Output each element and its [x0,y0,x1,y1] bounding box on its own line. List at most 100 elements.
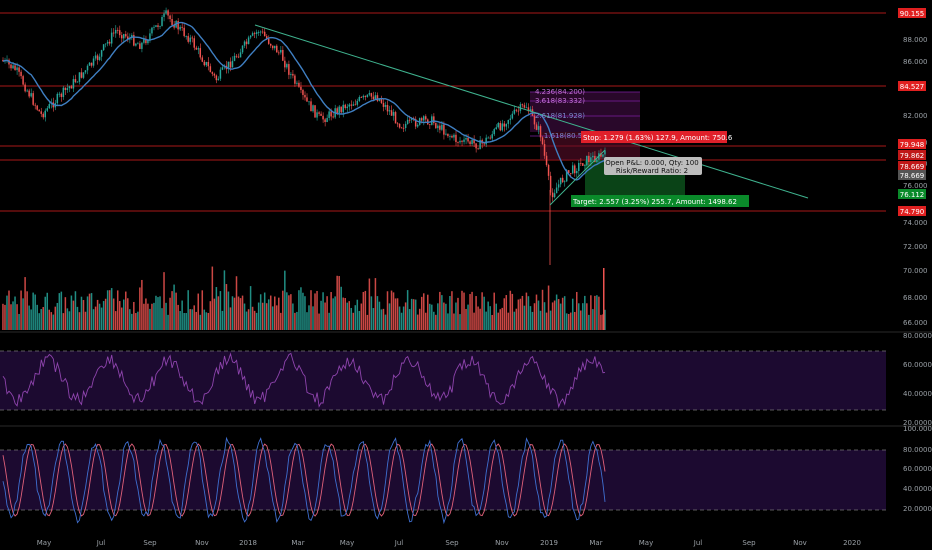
candle-body[interactable] [235,55,238,57]
candle-body[interactable] [455,134,457,143]
candle-body[interactable] [209,66,212,73]
candle-body[interactable] [179,26,181,30]
target-box[interactable] [571,195,749,207]
candle-body[interactable] [68,86,71,89]
candle-body[interactable] [245,41,248,45]
candle-body[interactable] [106,41,109,44]
candle-body[interactable] [582,163,584,166]
candle-body[interactable] [541,137,544,145]
candle-body[interactable] [372,96,375,100]
candle-body[interactable] [461,140,463,142]
candle-body[interactable] [533,115,536,125]
candle-body[interactable] [205,61,208,66]
candle-body[interactable] [36,105,38,110]
candle-body[interactable] [435,123,437,129]
candle-body[interactable] [296,82,298,84]
candle-body[interactable] [553,193,556,198]
candle-body[interactable] [447,133,449,137]
candle-body[interactable] [604,150,606,155]
trendline-upper[interactable] [254,24,809,199]
candle-body[interactable] [346,106,348,109]
candle-body[interactable] [429,124,431,126]
candle-body[interactable] [104,43,107,45]
candle-body[interactable] [58,93,61,95]
candle-body[interactable] [259,31,262,33]
candle-body[interactable] [547,164,550,176]
candle-body[interactable] [221,67,224,70]
candle-body[interactable] [449,135,451,137]
candle-body[interactable] [197,48,200,50]
candle-body[interactable] [465,138,467,140]
candle-body[interactable] [592,155,594,158]
candle-body[interactable] [165,10,167,14]
candle-body[interactable] [306,97,308,102]
candle-body[interactable] [503,123,506,127]
candle-body[interactable] [469,141,471,145]
candle-body[interactable] [557,184,560,188]
candle-body[interactable] [255,32,258,34]
candle-body[interactable] [408,119,411,121]
candle-body[interactable] [509,118,512,120]
candle-body[interactable] [141,42,143,49]
candle-body[interactable] [127,36,129,40]
candle-body[interactable] [342,104,344,113]
candle-body[interactable] [16,67,18,70]
candle-body[interactable] [324,119,326,123]
candle-body[interactable] [406,119,409,124]
candle-body[interactable] [326,117,328,123]
candle-body[interactable] [257,32,260,33]
candle-body[interactable] [229,61,232,68]
candle-body[interactable] [312,105,314,112]
candle-body[interactable] [191,37,193,39]
candle-body[interactable] [354,104,357,106]
candle-body[interactable] [163,13,165,17]
candle-body[interactable] [495,127,497,130]
candle-body[interactable] [261,31,264,33]
candle-body[interactable] [523,105,526,108]
candle-body[interactable] [269,43,272,46]
candle-body[interactable] [284,60,286,68]
candle-body[interactable] [443,124,445,135]
candle-body[interactable] [64,87,67,90]
candle-body[interactable] [278,52,280,54]
candle-body[interactable] [410,118,413,120]
candle-body[interactable] [569,173,572,174]
candle-body[interactable] [247,37,250,45]
candle-body[interactable] [195,47,197,50]
candle-body[interactable] [76,81,79,83]
candle-body[interactable] [88,62,91,66]
candle-body[interactable] [169,15,171,20]
candle-body[interactable] [123,34,125,39]
candle-body[interactable] [173,24,175,28]
candle-body[interactable] [505,123,508,127]
candle-body[interactable] [80,72,83,78]
candle-body[interactable] [441,124,443,130]
candle-body[interactable] [26,90,28,92]
candle-body[interactable] [280,49,282,53]
candle-body[interactable] [416,124,419,127]
candle-body[interactable] [580,162,582,164]
candle-body[interactable] [98,56,101,60]
candle-body[interactable] [513,109,516,114]
candle-body[interactable] [356,100,359,105]
candle-body[interactable] [116,29,119,31]
candle-body[interactable] [394,112,397,124]
candle-body[interactable] [219,69,222,79]
candle-body[interactable] [227,61,230,70]
candle-body[interactable] [439,125,441,130]
candle-body[interactable] [253,33,256,34]
candle-body[interactable] [370,93,373,97]
candle-body[interactable] [588,155,590,162]
candle-body[interactable] [600,153,602,157]
candle-body[interactable] [493,129,495,135]
candle-body[interactable] [143,38,145,43]
candle-body[interactable] [251,33,254,36]
candle-body[interactable] [384,104,387,107]
candle-body[interactable] [10,64,12,69]
candle-body[interactable] [501,123,504,131]
candle-body[interactable] [565,170,568,182]
candle-body[interactable] [20,71,22,77]
candle-body[interactable] [298,82,300,87]
candle-body[interactable] [382,102,385,107]
candle-body[interactable] [378,99,381,101]
